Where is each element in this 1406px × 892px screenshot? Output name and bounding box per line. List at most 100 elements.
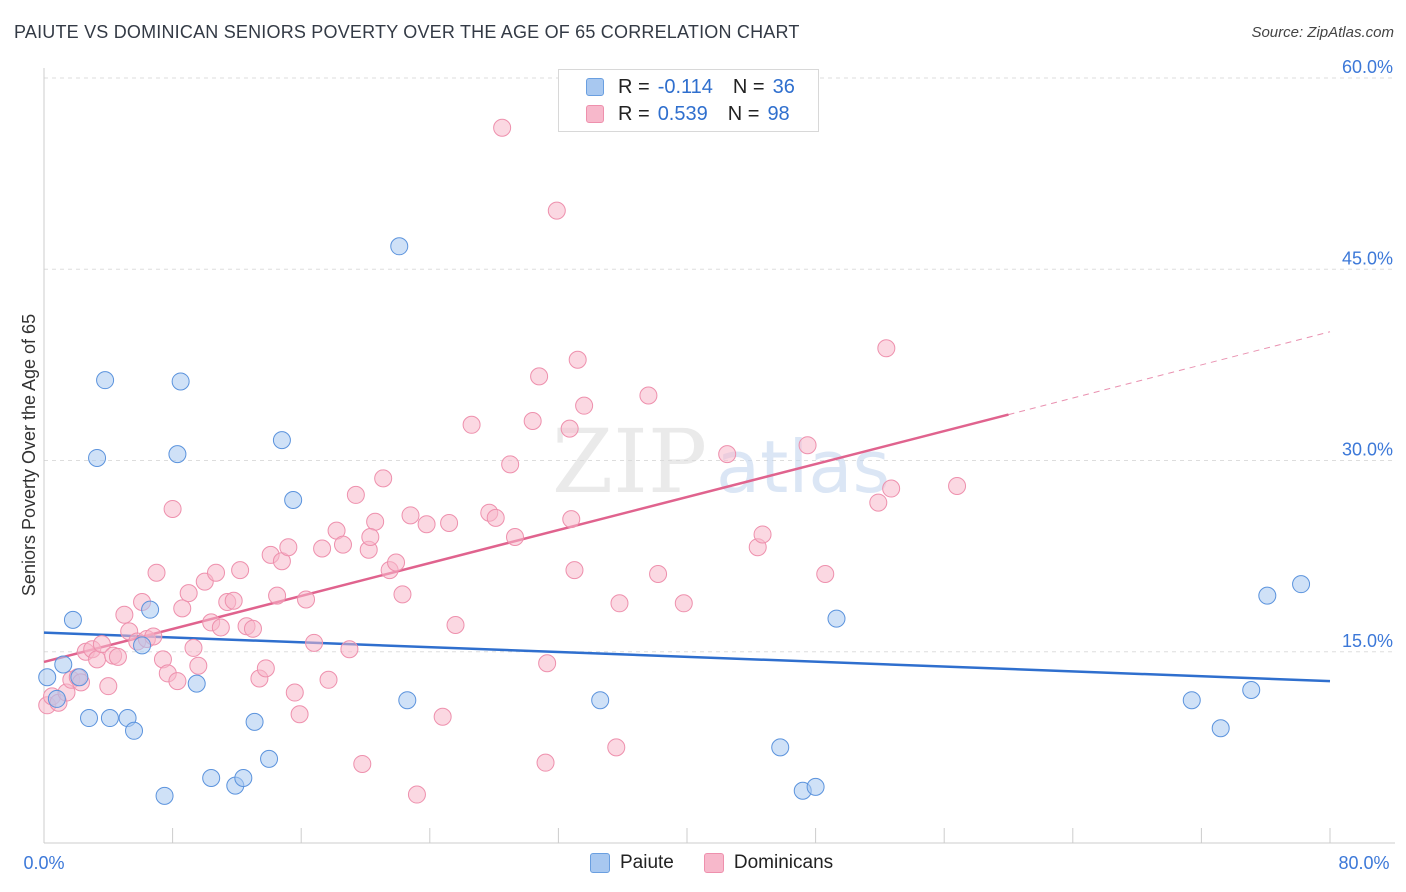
- dominicans-point: [387, 553, 406, 572]
- paiute-point: [1182, 691, 1201, 710]
- y-tick-label: 15.0%: [1342, 631, 1393, 651]
- paiute-point: [234, 768, 253, 787]
- paiute-point: [591, 691, 610, 710]
- dominicans-trend-line: [43, 413, 1009, 664]
- dominicans-point: [115, 605, 134, 624]
- chart-title: PAIUTE VS DOMINICAN SENIORS POVERTY OVER…: [14, 22, 800, 42]
- dominicans-point: [568, 350, 587, 369]
- bottom-legend-paiute[interactable]: Paiute: [590, 852, 674, 874]
- bottom-legend-swatch-paiute: [590, 853, 610, 873]
- paiute-point: [202, 768, 221, 787]
- dominicans-point: [173, 599, 192, 618]
- bottom-legend-label-dominicans: Dominicans: [733, 852, 834, 873]
- paiute-point: [187, 674, 206, 693]
- dominicans-trend-extension: [1008, 331, 1331, 416]
- dominicans-point: [211, 618, 230, 637]
- dominicans-point: [798, 436, 817, 455]
- dominicans-point: [440, 513, 459, 532]
- legend: R = -0.114 N = 36 R = 0.539 N = 98: [558, 69, 819, 132]
- bottom-legend: Paiute Dominicans: [590, 852, 863, 874]
- dominicans-point: [501, 455, 520, 474]
- legend-n-label: N =: [732, 75, 765, 98]
- dominicans-point: [88, 650, 107, 669]
- dominicans-point: [493, 118, 512, 137]
- dominicans-point: [168, 672, 187, 691]
- paiute-point: [63, 610, 82, 629]
- dominicans-point: [562, 510, 581, 529]
- paiute-point: [100, 709, 119, 728]
- legend-n-value: 36: [772, 75, 795, 98]
- legend-n-label: N =: [727, 102, 760, 125]
- paiute-point: [827, 609, 846, 628]
- dominicans-point: [575, 396, 594, 415]
- paiute-point: [390, 237, 409, 256]
- paiute-point: [133, 636, 152, 655]
- legend-r-label: R =: [618, 75, 650, 98]
- paiute-point: [47, 689, 66, 708]
- dominicans-point: [305, 633, 324, 652]
- dominicans-point: [279, 538, 298, 557]
- dominicans-point: [882, 479, 901, 498]
- dominicans-point: [607, 738, 626, 757]
- paiute-point: [806, 777, 825, 796]
- dominicans-point: [948, 477, 967, 495]
- dominicans-point: [547, 201, 566, 220]
- dominicans-point: [560, 419, 579, 438]
- dominicans-point: [407, 785, 426, 804]
- paiute-point: [168, 445, 187, 464]
- x-tick-label-max: 80.0%: [1338, 853, 1389, 873]
- dominicans-point: [816, 564, 835, 583]
- dominicans-point: [346, 485, 365, 504]
- bottom-legend-dominicans[interactable]: Dominicans: [703, 852, 834, 874]
- legend-n-value: 98: [767, 102, 790, 125]
- dominicans-point: [530, 367, 549, 386]
- dominicans-point: [718, 445, 737, 464]
- paiute-point: [398, 691, 417, 710]
- dominicans-point: [256, 659, 275, 678]
- dominicans-point: [462, 415, 481, 434]
- dominicans-point: [486, 508, 505, 527]
- paiute-point: [284, 491, 303, 510]
- dominicans-point: [366, 512, 385, 531]
- dominicans-point: [224, 591, 243, 610]
- dominicans-point: [108, 647, 127, 666]
- y-tick-label: 45.0%: [1342, 248, 1393, 268]
- dominicans-point: [417, 515, 436, 534]
- dominicans-point: [189, 656, 208, 675]
- paiute-point: [125, 721, 144, 740]
- dominicans-point: [353, 754, 372, 773]
- paiute-point: [272, 431, 291, 450]
- y-tick-label: 30.0%: [1342, 440, 1393, 460]
- dominicans-point: [505, 528, 524, 546]
- dominicans-point: [649, 564, 668, 583]
- source-label: Source: ZipAtlas.com: [1251, 24, 1394, 41]
- dominicans-point: [877, 339, 896, 358]
- x-tick-label-min: 0.0%: [23, 853, 64, 873]
- legend-row-paiute: R = -0.114 N = 36: [586, 75, 795, 99]
- dominicans-point: [446, 615, 465, 634]
- paiute-trend-line: [43, 631, 1331, 683]
- bottom-legend-swatch-dominicans: [703, 853, 724, 873]
- paiute-point: [88, 448, 107, 467]
- legend-r-value: -0.114: [657, 75, 713, 98]
- dominicans-point: [536, 753, 555, 772]
- legend-r-label: R =: [618, 102, 650, 125]
- legend-r-value: 0.539: [657, 102, 708, 125]
- paiute-point: [54, 655, 73, 674]
- paiute-point: [1242, 681, 1261, 699]
- legend-row-dominicans: R = 0.539 N = 98: [586, 102, 790, 126]
- y-tick-label: 60.0%: [1342, 57, 1393, 77]
- dominicans-point: [179, 584, 198, 603]
- dominicans-point: [565, 561, 584, 580]
- paiute-point: [96, 371, 115, 390]
- paiute-point: [1211, 719, 1230, 738]
- dominicans-point: [184, 638, 203, 657]
- dominicans-point: [290, 705, 309, 724]
- dominicans-point: [374, 469, 393, 488]
- dominicans-point: [869, 493, 888, 512]
- paiute-point: [260, 749, 279, 768]
- paiute-point: [1292, 575, 1311, 594]
- dominicans-point: [297, 590, 316, 609]
- dominicans-point: [99, 677, 118, 696]
